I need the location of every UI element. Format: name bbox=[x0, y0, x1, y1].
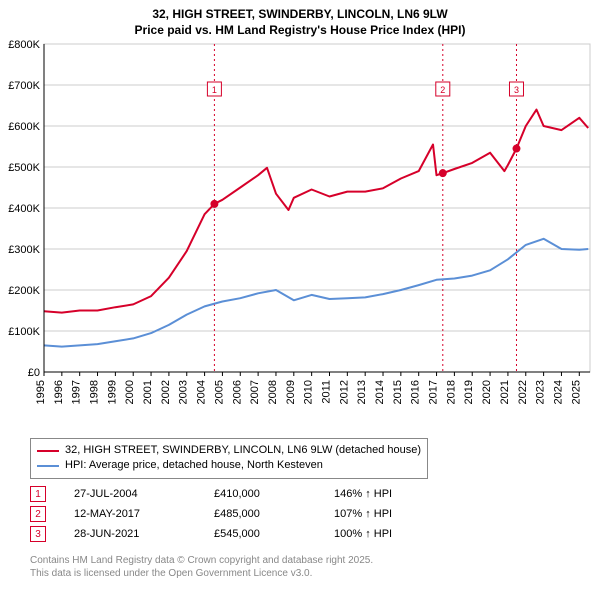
chart-title: 32, HIGH STREET, SWINDERBY, LINCOLN, LN6… bbox=[0, 0, 600, 38]
svg-text:£600K: £600K bbox=[8, 121, 40, 133]
svg-text:£300K: £300K bbox=[8, 244, 40, 256]
marker-badge: 3 bbox=[30, 526, 46, 542]
legend-label: 32, HIGH STREET, SWINDERBY, LINCOLN, LN6… bbox=[65, 443, 421, 458]
sale-pct: 100% ↑ HPI bbox=[334, 528, 392, 540]
legend-item: 32, HIGH STREET, SWINDERBY, LINCOLN, LN6… bbox=[37, 443, 421, 458]
svg-text:£400K: £400K bbox=[8, 203, 40, 215]
table-row: 3 28-JUN-2021 £545,000 100% ↑ HPI bbox=[30, 524, 392, 544]
svg-text:3: 3 bbox=[514, 85, 519, 95]
svg-text:2017: 2017 bbox=[428, 380, 440, 404]
sale-pct: 146% ↑ HPI bbox=[334, 488, 392, 500]
table-row: 1 27-JUL-2004 £410,000 146% ↑ HPI bbox=[30, 484, 392, 504]
svg-text:£500K: £500K bbox=[8, 162, 40, 174]
sale-price: £545,000 bbox=[214, 528, 334, 540]
svg-text:2011: 2011 bbox=[320, 380, 332, 404]
title-line2: Price paid vs. HM Land Registry's House … bbox=[0, 22, 600, 38]
svg-text:2003: 2003 bbox=[178, 380, 190, 404]
svg-text:2019: 2019 bbox=[463, 380, 475, 404]
svg-text:2004: 2004 bbox=[196, 380, 208, 404]
svg-text:£700K: £700K bbox=[8, 80, 40, 92]
svg-text:2001: 2001 bbox=[142, 380, 154, 404]
svg-text:£200K: £200K bbox=[8, 285, 40, 297]
svg-text:2012: 2012 bbox=[338, 380, 350, 404]
svg-text:2005: 2005 bbox=[213, 380, 225, 404]
svg-text:1996: 1996 bbox=[53, 380, 65, 404]
svg-text:1995: 1995 bbox=[35, 380, 47, 404]
marker-badge: 1 bbox=[30, 486, 46, 502]
sale-pct: 107% ↑ HPI bbox=[334, 508, 392, 520]
svg-text:2021: 2021 bbox=[499, 380, 511, 404]
legend: 32, HIGH STREET, SWINDERBY, LINCOLN, LN6… bbox=[30, 438, 428, 479]
svg-text:2013: 2013 bbox=[356, 380, 368, 404]
svg-text:2008: 2008 bbox=[267, 380, 279, 404]
sale-price: £410,000 bbox=[214, 488, 334, 500]
svg-text:1998: 1998 bbox=[89, 380, 101, 404]
svg-text:2020: 2020 bbox=[481, 380, 493, 404]
svg-text:2018: 2018 bbox=[445, 380, 457, 404]
svg-text:2025: 2025 bbox=[570, 380, 582, 404]
svg-text:£800K: £800K bbox=[8, 39, 40, 51]
table-row: 2 12-MAY-2017 £485,000 107% ↑ HPI bbox=[30, 504, 392, 524]
svg-text:1: 1 bbox=[212, 85, 217, 95]
svg-text:2010: 2010 bbox=[303, 380, 315, 404]
legend-swatch bbox=[37, 465, 59, 467]
svg-text:2024: 2024 bbox=[552, 380, 564, 404]
svg-text:2007: 2007 bbox=[249, 380, 261, 404]
svg-text:2006: 2006 bbox=[231, 380, 243, 404]
svg-text:1999: 1999 bbox=[106, 380, 118, 404]
svg-text:1997: 1997 bbox=[71, 380, 83, 404]
marker-badge: 2 bbox=[30, 506, 46, 522]
svg-text:2009: 2009 bbox=[285, 380, 297, 404]
footer-line: Contains HM Land Registry data © Crown c… bbox=[30, 554, 373, 567]
legend-item: HPI: Average price, detached house, Nort… bbox=[37, 458, 421, 473]
sale-date: 28-JUN-2021 bbox=[74, 528, 214, 540]
sale-date: 12-MAY-2017 bbox=[74, 508, 214, 520]
footer-line: This data is licensed under the Open Gov… bbox=[30, 567, 373, 580]
svg-text:2022: 2022 bbox=[517, 380, 529, 404]
sale-date: 27-JUL-2004 bbox=[74, 488, 214, 500]
sale-price: £485,000 bbox=[214, 508, 334, 520]
copyright-footer: Contains HM Land Registry data © Crown c… bbox=[30, 554, 373, 580]
svg-text:2015: 2015 bbox=[392, 380, 404, 404]
legend-label: HPI: Average price, detached house, Nort… bbox=[65, 458, 323, 473]
svg-text:£0: £0 bbox=[28, 367, 40, 379]
svg-text:£100K: £100K bbox=[8, 326, 40, 338]
svg-text:2002: 2002 bbox=[160, 380, 172, 404]
svg-text:2000: 2000 bbox=[124, 380, 136, 404]
sale-markers-table: 1 27-JUL-2004 £410,000 146% ↑ HPI 2 12-M… bbox=[30, 484, 392, 544]
title-line1: 32, HIGH STREET, SWINDERBY, LINCOLN, LN6… bbox=[0, 6, 600, 22]
legend-swatch bbox=[37, 450, 59, 452]
line-chart: £0 £100K £200K £300K £400K £500K £600K £700K £80… bbox=[0, 38, 600, 428]
svg-text:2014: 2014 bbox=[374, 380, 386, 404]
svg-text:2016: 2016 bbox=[410, 380, 422, 404]
svg-text:2023: 2023 bbox=[535, 380, 547, 404]
svg-text:2: 2 bbox=[440, 85, 445, 95]
